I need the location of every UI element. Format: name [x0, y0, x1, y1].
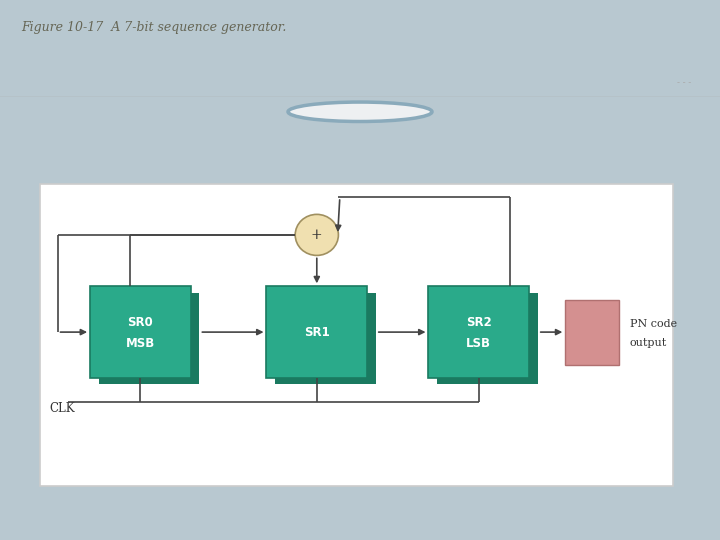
Circle shape [288, 102, 432, 122]
Ellipse shape [295, 214, 338, 255]
Bar [565, 300, 619, 365]
Text: CLK: CLK [49, 402, 75, 415]
Text: MSB: MSB [126, 338, 155, 350]
Text: SR0: SR0 [127, 316, 153, 329]
Text: LSB: LSB [467, 338, 491, 350]
Bar [40, 184, 673, 486]
Bar [90, 286, 191, 378]
Bar [266, 286, 367, 378]
Text: - - -: - - - [677, 78, 691, 87]
Bar [428, 286, 529, 378]
Text: SR2: SR2 [466, 316, 492, 329]
Text: +: + [311, 228, 323, 242]
Text: Figure 10-17  A 7-bit sequence generator.: Figure 10-17 A 7-bit sequence generator. [22, 21, 287, 33]
Text: output: output [630, 338, 667, 348]
Text: SR1: SR1 [304, 326, 330, 339]
Bar [437, 293, 538, 384]
Bar [99, 293, 199, 384]
Text: PN code: PN code [630, 319, 677, 329]
Bar [275, 293, 376, 384]
